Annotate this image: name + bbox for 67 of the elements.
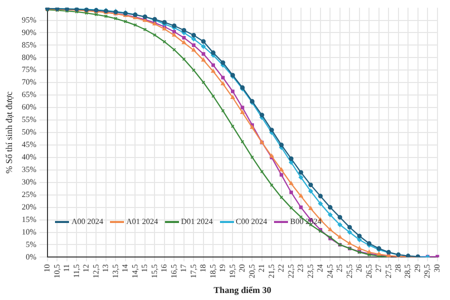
y-axis-title: % Số thí sinh đạt được — [4, 92, 14, 174]
x-tick-label: 26 — [354, 264, 364, 272]
x-tick-label: 20,5 — [247, 264, 256, 278]
x-tick-label: 12,5 — [91, 264, 100, 278]
y-tick-label: 0% — [26, 252, 37, 262]
x-tick-label: 24 — [316, 264, 325, 272]
y-tick-label: 55% — [22, 115, 37, 124]
x-tick-label: 17 — [179, 264, 188, 272]
y-tick-label: 10% — [22, 227, 37, 236]
x-tick-label: 30 — [432, 264, 442, 272]
y-tick-label: 65% — [22, 90, 37, 100]
y-tick-label: 70% — [22, 78, 37, 87]
x-tick-label: 11,5 — [72, 264, 81, 278]
x-tick-label: 13,5 — [110, 264, 120, 278]
y-tick-label: 85% — [22, 40, 37, 50]
x-tick-label: 14,5 — [130, 264, 140, 278]
x-tick-label: 19 — [218, 264, 228, 272]
y-tick-label: 95% — [22, 15, 37, 24]
y-tick-label: 5% — [26, 240, 37, 249]
legend-label: A01 2024 — [126, 217, 158, 226]
legend-label: A00 2024 — [71, 217, 104, 226]
x-tick-label: 10 — [42, 264, 52, 272]
y-tick-label: 45% — [22, 140, 37, 150]
x-tick-label: 29,5 — [422, 264, 432, 278]
x-tick-label: 27,5 — [384, 264, 393, 278]
x-tick-label: 22,5 — [286, 264, 296, 278]
x-tick-label: 21 — [257, 264, 266, 272]
x-tick-label: 23,5 — [306, 264, 315, 278]
x-tick-label: 10,5 — [52, 264, 62, 278]
x-tick-label: 29 — [412, 264, 422, 272]
y-tick-label: 40% — [22, 152, 37, 162]
x-tick-label: 19,5 — [228, 264, 237, 278]
x-tick-label: 25 — [335, 264, 344, 272]
x-tick-label: 21,5 — [266, 264, 276, 278]
x-tick-label: 27 — [374, 264, 384, 272]
x-axis-title: Thang điểm 30 — [214, 284, 272, 295]
x-tick-label: 15,5 — [150, 264, 159, 278]
x-tick-label: 17,5 — [188, 264, 198, 278]
y-tick-label: 50% — [22, 128, 37, 137]
x-tick-label: 14 — [120, 264, 130, 272]
x-tick-label: 11 — [62, 264, 72, 272]
y-tick-label: 60% — [22, 102, 37, 112]
x-tick-label: 28 — [394, 264, 402, 272]
x-tick-label: 24,5 — [325, 264, 334, 278]
y-tick-label: 25% — [22, 190, 37, 199]
x-tick-label: 25,5 — [344, 264, 354, 278]
y-tick-label: 90% — [22, 28, 37, 37]
y-tick-label: 35% — [22, 165, 37, 174]
x-tick-label: 12 — [82, 264, 91, 272]
legend-label: C00 2024 — [236, 217, 268, 226]
x-tick-label: 16 — [160, 264, 169, 272]
x-tick-label: 28,5 — [403, 264, 412, 278]
x-tick-label: 13 — [101, 264, 110, 272]
y-tick-label: 75% — [22, 65, 37, 74]
x-tick-label: 16,5 — [169, 264, 178, 278]
x-tick-label: 23 — [296, 264, 306, 272]
x-tick-label: 22 — [276, 264, 286, 272]
x-tick-label: 18 — [198, 264, 208, 272]
y-tick-label: 15% — [22, 214, 37, 224]
x-tick-label: 15 — [140, 264, 150, 272]
legend-label: D01 2024 — [181, 217, 213, 226]
y-tick-label: 30% — [22, 177, 37, 186]
y-tick-label: 20% — [22, 202, 37, 212]
x-tick-label: 20 — [238, 264, 247, 272]
y-tick-label: 80% — [22, 52, 37, 62]
x-tick-label: 26,5 — [364, 264, 374, 278]
x-tick-label: 18,5 — [208, 264, 218, 278]
